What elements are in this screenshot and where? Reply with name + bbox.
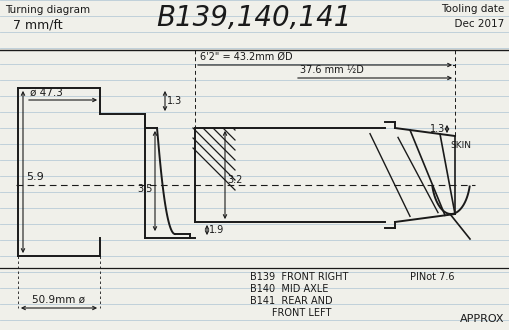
Text: FRONT LEFT: FRONT LEFT — [250, 308, 331, 318]
Text: PINot 7.6: PINot 7.6 — [410, 272, 455, 282]
Text: B140  MID AXLE: B140 MID AXLE — [250, 284, 328, 294]
Text: SKIN: SKIN — [450, 141, 471, 150]
Text: 7 mm/ft: 7 mm/ft — [5, 18, 63, 31]
Text: Turning diagram: Turning diagram — [5, 5, 90, 15]
Text: 3.5: 3.5 — [137, 184, 153, 194]
Text: 1.9: 1.9 — [209, 225, 224, 235]
Text: 5.9: 5.9 — [26, 172, 44, 182]
Text: 50.9mm ø: 50.9mm ø — [33, 295, 86, 305]
Text: Tooling date
  Dec 2017: Tooling date Dec 2017 — [441, 4, 504, 29]
Text: B139,140,141: B139,140,141 — [156, 4, 352, 32]
Text: 1.3: 1.3 — [167, 96, 182, 106]
Text: B139  FRONT RIGHT: B139 FRONT RIGHT — [250, 272, 348, 282]
Text: B141  REAR AND: B141 REAR AND — [250, 296, 332, 306]
Text: 37.6 mm ½D: 37.6 mm ½D — [300, 65, 364, 75]
Text: ø 47.3: ø 47.3 — [30, 88, 63, 98]
Text: 1.3: 1.3 — [430, 124, 445, 134]
Text: 6'2" = 43.2mm ØD: 6'2" = 43.2mm ØD — [200, 52, 293, 62]
Text: 3.2: 3.2 — [227, 175, 242, 185]
Text: APPROX: APPROX — [460, 314, 504, 324]
